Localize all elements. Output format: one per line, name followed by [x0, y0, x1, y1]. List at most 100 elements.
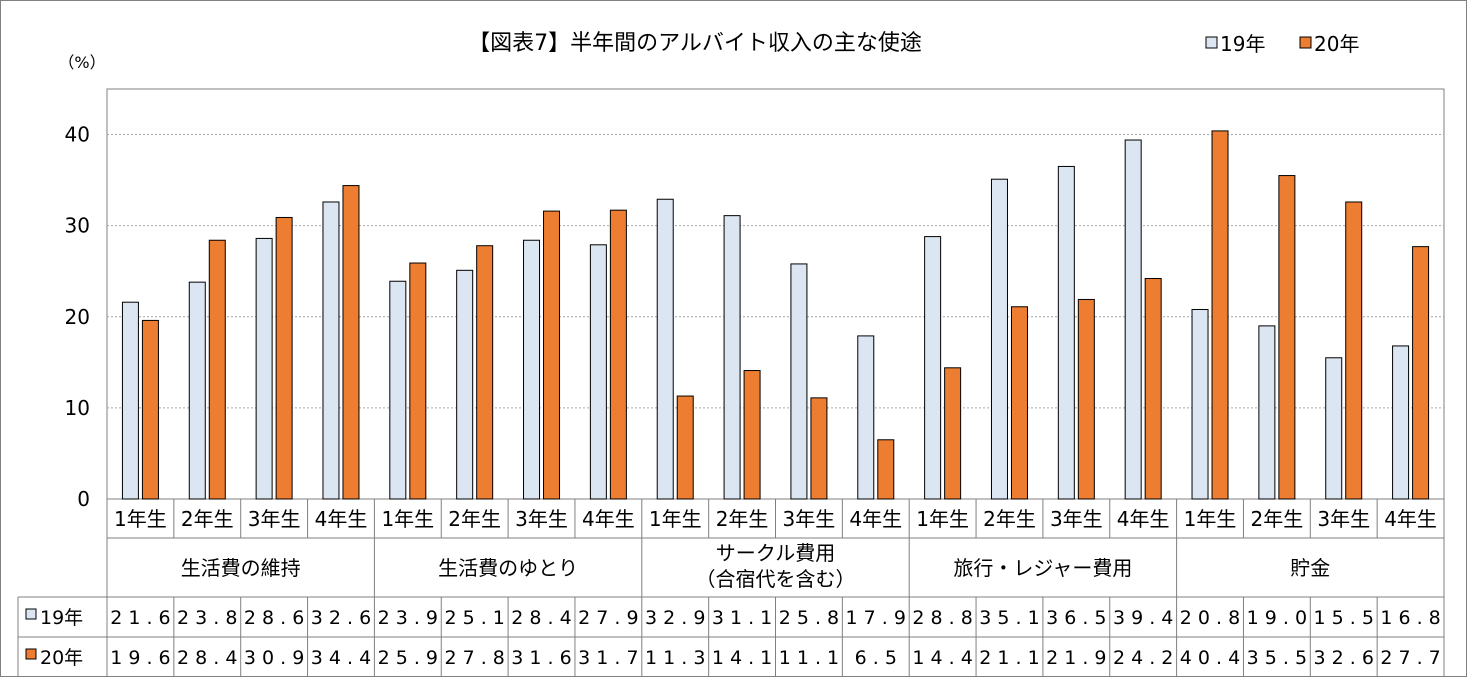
x-group-label: 旅行・レジャー費用 [953, 556, 1132, 580]
bar-series2 [1278, 175, 1296, 500]
bar-series2 [1010, 306, 1028, 500]
x-subcategory-label: 2年生 [983, 507, 1036, 531]
table-value: 3 5 . 1 [979, 607, 1039, 629]
x-subcategory-label: 2年生 [716, 507, 769, 531]
table-value: 3 6 . 5 [1046, 607, 1106, 629]
bar-series2 [208, 239, 226, 500]
bar-series1 [857, 335, 875, 500]
table-value: 1 1 . 3 [645, 647, 705, 669]
x-subcategory-label: 1年生 [1184, 507, 1237, 531]
x-subcategory-label: 1年生 [916, 507, 969, 531]
x-subcategory-label: 3年生 [1050, 507, 1103, 531]
table-value: 2 0 . 8 [1180, 607, 1240, 629]
bar-series2 [409, 262, 427, 500]
table-row-legend-key [25, 608, 37, 620]
x-subcategory-label: 4年生 [315, 507, 368, 531]
table-value: 2 1 . 1 [979, 647, 1039, 669]
legend-label: 20年 [1314, 32, 1359, 56]
table-value: 2 7 . 8 [444, 647, 504, 669]
bar-series1 [1258, 325, 1276, 500]
x-subcategory-label: 4年生 [582, 507, 635, 531]
y-tick-label: 10 [65, 396, 90, 420]
table-value: 3 1 . 1 [712, 607, 772, 629]
table-value: 2 3 . 8 [177, 607, 237, 629]
x-subcategory-label: 4年生 [849, 507, 902, 531]
table-value: 2 8 . 8 [912, 607, 972, 629]
table-value: 1 4 . 4 [912, 647, 972, 669]
bar-series1 [1325, 357, 1343, 500]
legend: 19年 20年 [1205, 32, 1359, 56]
x-subcategory-label: 2年生 [181, 507, 234, 531]
y-axis-ticks: 0 10 20 30 40 [65, 123, 90, 511]
bar-series2 [275, 216, 293, 500]
bar-series1 [322, 201, 340, 500]
table-row-header: 19年 [40, 607, 83, 629]
x-subcategory-label: 1年生 [381, 507, 434, 531]
table-value: 3 9 . 4 [1113, 607, 1173, 629]
table-value: 2 1 . 9 [1046, 647, 1106, 669]
x-subcategory-label: 3年生 [515, 507, 568, 531]
y-axis-unit-label: （%） [58, 53, 105, 72]
table-value: 1 9 . 0 [1247, 607, 1307, 629]
table-value: 3 2 . 6 [311, 607, 371, 629]
x-group-label: （合宿代を含む） [696, 567, 856, 591]
x-subcategory-label: 2年生 [448, 507, 501, 531]
table-row-header: 20年 [40, 647, 83, 669]
bar-series1 [990, 178, 1008, 500]
bar-series1 [1191, 308, 1209, 500]
bar-series2 [1412, 246, 1430, 500]
bar-series2 [476, 245, 494, 500]
bar-series1 [456, 269, 474, 500]
data-table-values: 19年 2 1 . 6 2 3 . 8 2 8 . 6 3 2 . 6 2 3 . 9 2 … [25, 607, 1441, 669]
y-tick-label: 40 [65, 123, 90, 147]
bar-series1 [1057, 165, 1075, 500]
bar-series2 [877, 439, 895, 500]
table-value: 3 2 . 6 [1314, 647, 1374, 669]
table-value: 2 4 . 2 [1113, 647, 1173, 669]
x-subcategory-label: 2年生 [1251, 507, 1304, 531]
bar-series2 [1077, 298, 1095, 500]
bar-series1 [723, 215, 741, 500]
table-value: 3 1 . 6 [511, 647, 571, 669]
table-value: 3 1 . 7 [578, 647, 638, 669]
bars [121, 130, 1430, 500]
table-value: 2 7 . 7 [1380, 647, 1440, 669]
bar-series2 [342, 185, 360, 500]
x-subcategory-label: 1年生 [649, 507, 702, 531]
table-row-legend-key [25, 648, 37, 660]
bar-series2 [676, 395, 694, 500]
bar-series2 [743, 370, 761, 500]
table-value: 3 4 . 4 [311, 647, 371, 669]
bar-series2 [141, 319, 159, 500]
y-tick-label: 30 [65, 214, 90, 238]
table-value: 2 3 . 9 [378, 607, 438, 629]
table-value: 2 5 . 9 [378, 647, 438, 669]
bar-series1 [255, 237, 273, 500]
legend-label: 19年 [1220, 32, 1265, 56]
x-group-label: 生活費の維持 [181, 556, 301, 580]
x-subcategory-label: 1年生 [114, 507, 167, 531]
x-subcategory-label: 3年生 [248, 507, 301, 531]
table-value: 2 1 . 6 [110, 607, 170, 629]
bar-series2 [543, 210, 561, 500]
table-value: 1 6 . 8 [1380, 607, 1440, 629]
x-subcategory-label: 3年生 [1317, 507, 1370, 531]
table-value: 3 5 . 5 [1247, 647, 1307, 669]
bar-series1 [589, 244, 607, 500]
legend-swatch [1299, 36, 1312, 49]
legend-swatch [1205, 36, 1218, 49]
table-value: 1 9 . 6 [110, 647, 170, 669]
table-value: 4 0 . 4 [1180, 647, 1240, 669]
x-subcategory-label: 3年生 [783, 507, 836, 531]
table-value: 1 7 . 9 [846, 607, 906, 629]
table-value: 3 0 . 9 [244, 647, 304, 669]
table-value: 1 1 . 1 [779, 647, 839, 669]
bar-series1 [1392, 345, 1410, 500]
table-value: 2 5 . 8 [779, 607, 839, 629]
bar-series1 [389, 280, 407, 500]
bar-series2 [1144, 278, 1162, 500]
bar-series2 [609, 209, 627, 500]
bar-series2 [1211, 130, 1229, 500]
data-table-lines [17, 499, 1445, 677]
